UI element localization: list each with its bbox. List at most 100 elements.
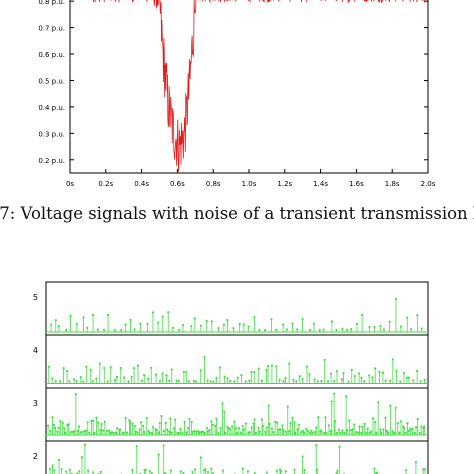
stem-marker xyxy=(85,429,88,432)
stem-marker xyxy=(241,424,244,428)
stem-marker xyxy=(301,429,304,432)
stem-marker xyxy=(140,421,143,424)
stem-marker xyxy=(423,468,427,471)
stem-marker xyxy=(240,374,243,377)
stem-marker xyxy=(324,416,327,419)
stem-marker xyxy=(136,431,139,434)
stem-marker xyxy=(147,429,150,433)
stem-marker xyxy=(399,420,403,423)
stem-marker xyxy=(303,469,306,472)
stem-marker xyxy=(82,316,85,319)
stem-marker xyxy=(377,401,380,404)
stem-marker xyxy=(96,328,100,331)
stem-marker xyxy=(160,414,163,418)
stem-marker xyxy=(187,380,191,383)
x-tick-label: 0.4s xyxy=(134,180,149,188)
panel-frame xyxy=(45,334,429,389)
stem-marker xyxy=(325,431,328,435)
stem-marker xyxy=(375,431,378,434)
stem-marker xyxy=(133,328,136,331)
stem-marker xyxy=(92,471,95,474)
stem-marker xyxy=(143,430,146,434)
stem-marker xyxy=(210,420,213,423)
stem-marker xyxy=(296,428,299,431)
stem-marker xyxy=(396,422,399,425)
x-tick-label: 0s xyxy=(66,180,74,188)
stem-marker xyxy=(373,467,376,470)
stem-marker xyxy=(308,373,311,376)
stem-marker xyxy=(274,420,277,423)
y-tick-label: 0.7 p.u. xyxy=(38,25,65,33)
stem-marker xyxy=(270,427,274,430)
stem-marker xyxy=(315,426,318,429)
stem-marker xyxy=(322,431,325,435)
y-tick-label: 0.6 p.u. xyxy=(38,51,65,59)
stem-marker xyxy=(341,327,344,330)
stem-marker xyxy=(110,430,113,434)
stem-marker xyxy=(219,427,222,430)
stem-marker xyxy=(281,424,284,427)
stem-marker xyxy=(242,323,245,326)
stem-marker xyxy=(169,417,172,420)
stem-marker xyxy=(244,380,247,383)
stem-marker xyxy=(233,420,236,423)
stem-marker xyxy=(270,318,273,321)
stem-marker xyxy=(229,379,232,383)
stem-marker xyxy=(311,431,315,434)
stem-marker xyxy=(348,419,351,422)
stem-marker xyxy=(199,324,203,327)
stem-marker xyxy=(263,328,267,332)
stem-lines xyxy=(50,298,423,332)
stem-marker xyxy=(423,425,426,428)
stem-marker xyxy=(166,428,169,431)
stem-marker xyxy=(284,377,287,380)
stem-marker xyxy=(151,426,155,429)
stem-marker xyxy=(177,379,181,383)
stem-marker xyxy=(337,428,341,431)
stem-marker xyxy=(198,431,201,434)
stem-marker xyxy=(335,431,339,435)
x-tick-label: 0.8s xyxy=(206,180,221,188)
stem-marker xyxy=(100,422,103,426)
stem-marker xyxy=(215,417,218,420)
stem-marker xyxy=(60,468,63,471)
stem-marker xyxy=(294,431,297,435)
stem-marker xyxy=(237,427,241,430)
stem-marker xyxy=(248,431,251,434)
stem-lines xyxy=(47,393,425,435)
stem-marker xyxy=(106,313,110,317)
stem-marker xyxy=(382,428,385,431)
stem-marker xyxy=(206,470,210,474)
stem-marker xyxy=(360,376,363,379)
stem-marker xyxy=(76,429,80,433)
stem-marker xyxy=(389,404,392,407)
stem-marker xyxy=(291,416,294,419)
y-tick-label: 0.3 p.u. xyxy=(38,130,65,138)
stem-marker xyxy=(211,423,215,426)
stem-marker xyxy=(336,469,339,472)
figure-caption: .7: Voltage signals with noise of a tran… xyxy=(0,204,474,223)
stem-marker xyxy=(349,429,353,432)
stem-marker xyxy=(320,429,323,432)
stem-marker xyxy=(57,426,61,429)
stem-marker xyxy=(91,314,95,317)
stem-marker xyxy=(299,431,303,434)
x-tick-label: 1.8s xyxy=(385,180,400,188)
stem-marker xyxy=(131,422,134,425)
stem-marker xyxy=(179,427,182,431)
stem-marker xyxy=(301,317,304,320)
stem-marker xyxy=(206,430,210,433)
stem-marker xyxy=(265,471,269,474)
stem-marker xyxy=(203,355,206,359)
stem-marker xyxy=(51,464,54,467)
stem-marker xyxy=(178,328,181,332)
stem-marker xyxy=(301,455,304,458)
stem-marker xyxy=(182,471,185,474)
stem-marker xyxy=(287,430,291,433)
stem-marker xyxy=(90,419,93,423)
stem-marker xyxy=(218,366,221,369)
stem-lines xyxy=(49,444,426,474)
stem-marker xyxy=(385,429,389,433)
stem-marker xyxy=(145,416,148,420)
stem-marker xyxy=(239,431,243,435)
